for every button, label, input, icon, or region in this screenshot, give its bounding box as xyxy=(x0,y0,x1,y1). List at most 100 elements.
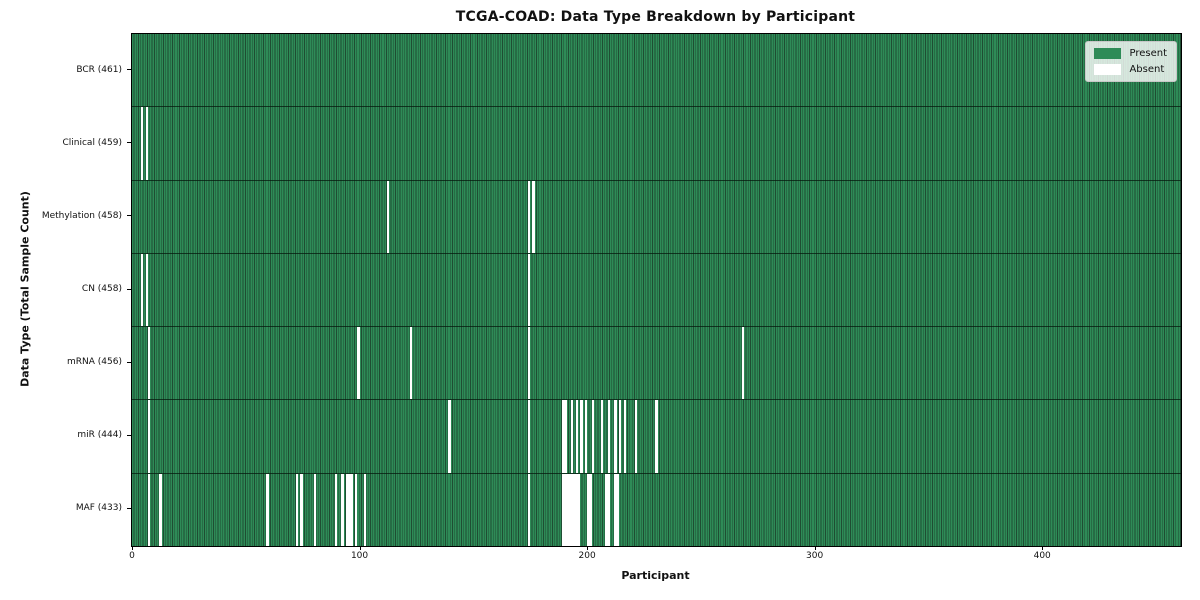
absent-mark xyxy=(655,400,658,473)
absent-mark xyxy=(266,473,269,546)
absent-mark xyxy=(145,107,148,180)
absent-mark xyxy=(591,400,594,473)
heatmap-row-maf xyxy=(132,472,1181,546)
heatmap-row-methylation xyxy=(132,179,1181,253)
absent-mark xyxy=(616,473,619,546)
chart-title: TCGA-COAD: Data Type Breakdown by Partic… xyxy=(455,9,856,25)
absent-mark xyxy=(527,327,531,400)
legend: Present Absent xyxy=(1085,41,1177,82)
y-tick-label: BCR (461) xyxy=(76,64,122,75)
y-tick-mark xyxy=(127,288,131,290)
x-tick-mark xyxy=(1042,546,1044,550)
absent-mark xyxy=(584,400,588,473)
absent-mark xyxy=(147,473,151,546)
x-tick-label: 100 xyxy=(350,551,369,561)
absent-mark xyxy=(566,473,569,546)
plot-area: Present Absent xyxy=(131,33,1182,547)
absent-mark xyxy=(614,473,617,546)
y-tick-label: Clinical (459) xyxy=(62,137,122,148)
y-tick-mark xyxy=(127,507,131,509)
absent-mark xyxy=(607,400,610,473)
absent-mark xyxy=(623,400,626,473)
legend-label: Present xyxy=(1129,48,1167,59)
x-tick-label: 300 xyxy=(806,551,824,561)
absent-mark xyxy=(605,473,608,546)
absent-mark xyxy=(532,180,535,253)
y-tick-mark xyxy=(127,142,131,144)
absent-mark xyxy=(364,473,367,546)
y-tick-mark xyxy=(127,215,131,217)
absent-mark xyxy=(600,400,604,473)
y-tick-label: CN (458) xyxy=(81,284,122,294)
y-tick-label: miR (444) xyxy=(77,430,122,441)
absent-mark xyxy=(147,327,151,400)
absent-mark xyxy=(614,400,617,473)
x-tick-mark xyxy=(814,546,816,550)
absent-mark xyxy=(527,473,531,546)
absent-mark xyxy=(448,400,451,473)
absent-mark xyxy=(587,473,590,546)
absent-mark xyxy=(564,400,567,473)
absent-mark xyxy=(562,473,565,546)
absent-mark xyxy=(562,400,565,473)
absent-mark xyxy=(386,180,390,253)
absent-mark xyxy=(634,400,638,473)
absent-mark xyxy=(345,473,349,546)
heatmap-row-clinical xyxy=(132,106,1181,180)
y-axis-title: Data Type (Total Sample Count) xyxy=(18,191,32,387)
absent-mark xyxy=(354,473,358,546)
absent-mark xyxy=(589,473,592,546)
x-axis-title: Participant xyxy=(621,569,690,582)
absent-mark xyxy=(568,473,572,546)
absent-mark xyxy=(573,473,576,546)
y-tick-mark xyxy=(127,434,131,436)
absent-mark xyxy=(577,473,581,546)
x-tick-label: 400 xyxy=(1033,551,1051,561)
absent-mark xyxy=(341,473,344,546)
heatmap-row-mir xyxy=(132,399,1181,473)
heatmap-rows xyxy=(132,34,1181,546)
absent-mark xyxy=(618,400,622,473)
x-tick-mark xyxy=(587,546,589,550)
absent-mark xyxy=(334,473,337,546)
absent-mark xyxy=(141,107,144,180)
absent-mark xyxy=(527,400,531,473)
absent-mark xyxy=(295,473,299,546)
absent-mark xyxy=(741,327,745,400)
legend-label: Absent xyxy=(1129,64,1165,75)
absent-mark xyxy=(575,400,578,473)
absent-mark xyxy=(527,180,531,253)
absent-mark xyxy=(300,473,303,546)
y-tick-label: mRNA (456) xyxy=(67,357,122,368)
absent-mark xyxy=(571,400,574,473)
y-tick-label: Methylation (458) xyxy=(41,210,122,221)
absent-mark xyxy=(141,253,144,327)
absent-mark xyxy=(575,473,578,546)
absent-mark xyxy=(580,400,583,473)
absent-mark xyxy=(357,327,360,400)
x-tick-label: 200 xyxy=(578,551,596,561)
heatmap-row-bcr xyxy=(132,34,1181,107)
absent-mark xyxy=(145,253,148,327)
absent-mark xyxy=(348,473,351,546)
absent-mark xyxy=(607,473,610,546)
absent-mark xyxy=(409,327,412,400)
x-tick-mark xyxy=(132,546,133,550)
absent-mark xyxy=(159,473,162,546)
absent-mark xyxy=(527,253,531,327)
absent-mark xyxy=(147,400,151,473)
legend-swatch-absent xyxy=(1094,64,1122,75)
absent-mark xyxy=(350,473,353,546)
absent-mark xyxy=(314,473,317,546)
heatmap-row-mrna xyxy=(132,326,1181,400)
absent-mark xyxy=(571,473,574,546)
y-tick-mark xyxy=(127,361,131,363)
y-tick-mark xyxy=(127,69,131,71)
x-tick-label: 0 xyxy=(129,551,135,561)
legend-item-present: Present xyxy=(1094,48,1167,59)
legend-swatch-present xyxy=(1094,48,1122,59)
x-tick-mark xyxy=(359,546,361,550)
heatmap-row-cn xyxy=(132,252,1181,327)
y-tick-label: MAF (433) xyxy=(75,503,122,514)
